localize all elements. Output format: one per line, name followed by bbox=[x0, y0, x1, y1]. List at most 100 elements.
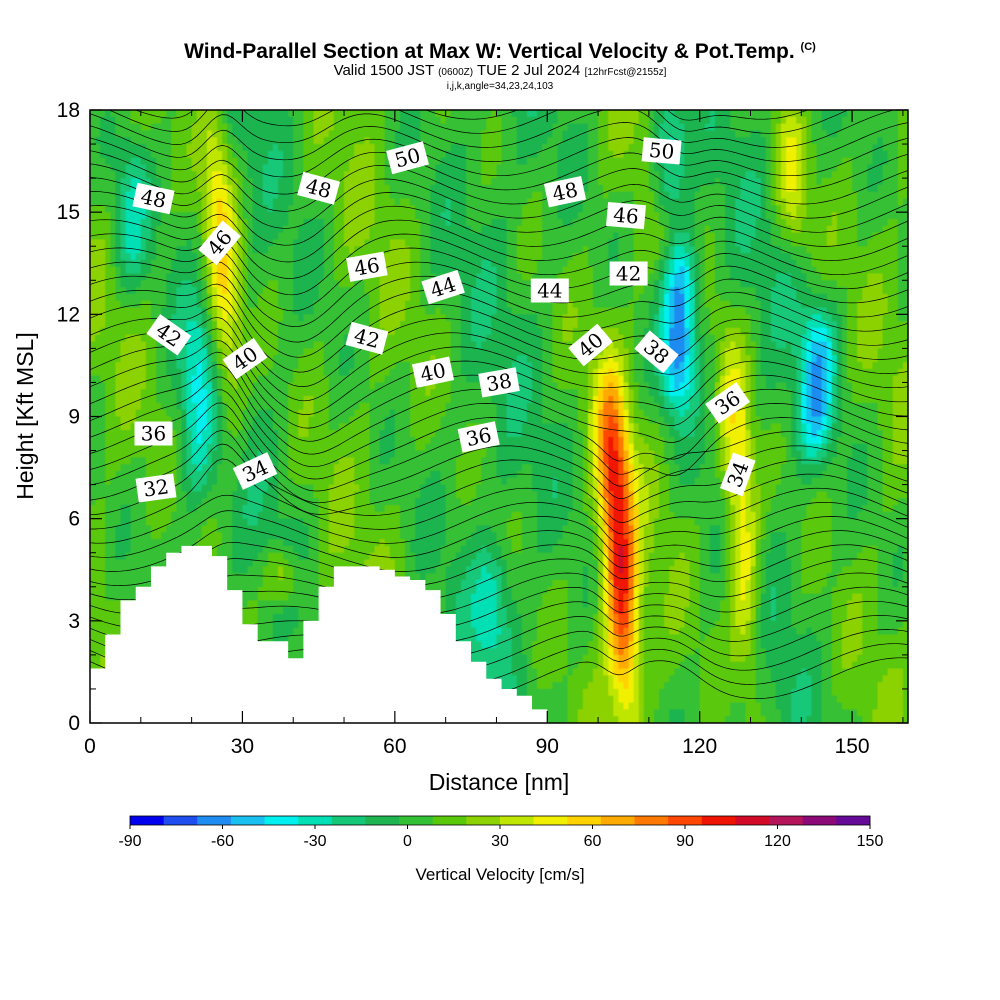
theta-contour-line bbox=[90, 525, 908, 572]
colorbar-swatch bbox=[735, 816, 770, 825]
title-block: Wind-Parallel Section at Max W: Vertical… bbox=[0, 36, 1000, 93]
colorbar-tick-label: 30 bbox=[491, 833, 509, 850]
valid-date: TUE 2 Jul 2024 bbox=[477, 62, 581, 79]
theta-label-text: 46 bbox=[352, 253, 381, 281]
colorbar-title: Vertical Velocity [cm/s] bbox=[415, 865, 584, 884]
y-tick-label: 3 bbox=[68, 610, 80, 633]
theta-contour-line bbox=[90, 261, 908, 327]
colorbar-tick-label: -30 bbox=[303, 833, 326, 850]
valid-time: Valid 1500 JST (0600Z) TUE 2 Jul 2024 [1… bbox=[333, 62, 667, 79]
colorbar-swatch bbox=[163, 816, 198, 825]
theta-label: 46 bbox=[346, 251, 388, 282]
colorbar-swatch bbox=[769, 816, 804, 825]
colorbar-tick-label: -90 bbox=[118, 833, 141, 850]
theta-label-text: 50 bbox=[648, 138, 675, 164]
colorbar-swatch bbox=[130, 816, 165, 825]
colorbar-tick-label: 150 bbox=[857, 833, 884, 850]
theta-label-text: 32 bbox=[142, 474, 171, 501]
x-tick-label: 90 bbox=[536, 735, 559, 758]
theta-contour-line bbox=[90, 305, 908, 387]
colorbar-swatch bbox=[331, 816, 366, 825]
theta-label: 44 bbox=[530, 278, 569, 303]
colorbar-swatch bbox=[298, 816, 333, 825]
theta-contour-line bbox=[90, 443, 908, 523]
theta-contour-line bbox=[90, 272, 908, 343]
theta-label: 48 bbox=[543, 176, 587, 208]
colorbar-tick-label: 60 bbox=[584, 833, 602, 850]
y-tick-label: 6 bbox=[68, 508, 80, 531]
theta-label-text: 48 bbox=[139, 184, 169, 213]
colorbar-tick-label: 120 bbox=[764, 833, 791, 850]
theta-label-text: 46 bbox=[612, 203, 639, 229]
colorbar-swatch bbox=[432, 816, 467, 825]
theta-label: 42 bbox=[345, 321, 389, 355]
theta-label: 36 bbox=[457, 421, 500, 453]
theta-contour-line bbox=[90, 283, 908, 358]
colorbar: -90 -60 -30 0 30 60 90 120 150 bbox=[118, 815, 884, 850]
theta-contour-line bbox=[90, 430, 908, 515]
theta-label-text: 36 bbox=[141, 422, 166, 446]
colorbar-swatch bbox=[836, 816, 871, 825]
theta-contour-line bbox=[90, 339, 908, 429]
theta-contour-line bbox=[90, 316, 908, 402]
colorbar-swatch bbox=[533, 816, 568, 825]
theta-contour-line bbox=[90, 247, 908, 312]
theta-label: 48 bbox=[132, 182, 175, 215]
theta-contour-line bbox=[90, 137, 908, 178]
forecast-info: [12hrFcst@2155z] bbox=[584, 67, 667, 78]
x-tick-label: 120 bbox=[682, 735, 717, 758]
x-tick-label: 0 bbox=[84, 735, 96, 758]
theta-label: 38 bbox=[478, 367, 520, 398]
theta-contour-line bbox=[90, 163, 908, 212]
theta-label-text: 42 bbox=[616, 262, 641, 286]
colorbar-swatch bbox=[399, 816, 434, 825]
theta-label-text: 48 bbox=[550, 177, 580, 206]
theta-contour-line bbox=[90, 177, 908, 229]
x-tick-label: 60 bbox=[383, 735, 406, 758]
colorbar-swatch bbox=[634, 816, 669, 825]
colorbar-tick-label: 0 bbox=[403, 833, 412, 850]
theta-contour-line bbox=[134, 110, 809, 121]
theta-contour-line bbox=[90, 328, 908, 415]
theta-label: 50 bbox=[386, 141, 429, 175]
colorbar-swatch bbox=[600, 816, 635, 825]
y-tick-label: 12 bbox=[57, 303, 80, 326]
x-tick-label: 150 bbox=[835, 735, 870, 758]
copyright-mark: (C) bbox=[800, 41, 816, 53]
theta-contour-line bbox=[90, 389, 908, 480]
terrain-shape bbox=[90, 545, 564, 723]
colorbar-swatch bbox=[264, 816, 299, 825]
theta-contour-line bbox=[90, 294, 908, 373]
y-tick-label: 18 bbox=[57, 99, 80, 122]
theta-contour-line bbox=[90, 205, 908, 263]
x-axis-title: Distance [nm] bbox=[429, 769, 570, 795]
theta-label: 40 bbox=[411, 356, 455, 388]
y-tick-label: 9 bbox=[68, 406, 80, 429]
theta-contour-line bbox=[90, 402, 908, 492]
theta-contour-line bbox=[90, 541, 908, 586]
theta-contour-line bbox=[108, 110, 849, 134]
colorbar-swatch bbox=[668, 816, 703, 825]
y-tick-label: 15 bbox=[57, 201, 80, 224]
colorbar-tick-label: 90 bbox=[676, 833, 694, 850]
theta-label: 42 bbox=[609, 261, 648, 286]
colorbar-swatch bbox=[365, 816, 400, 825]
theta-label: 36 bbox=[134, 421, 173, 446]
theta-label-text: 36 bbox=[464, 423, 494, 452]
theta-contour-line bbox=[90, 494, 908, 546]
theta-contour-line bbox=[90, 510, 908, 558]
theta-label-text: 40 bbox=[418, 358, 448, 387]
terrain-mask bbox=[90, 545, 564, 723]
theta-contour-line bbox=[90, 110, 896, 148]
colorbar-swatch bbox=[701, 816, 736, 825]
theta-contour-line bbox=[90, 376, 908, 468]
valid-utc: (0600Z) bbox=[438, 67, 474, 78]
theta-label: 32 bbox=[135, 473, 177, 503]
theta-contour-line bbox=[90, 191, 908, 246]
theta-label: 46 bbox=[606, 201, 646, 230]
theta-label-text: 38 bbox=[484, 368, 513, 396]
colorbar-swatch bbox=[197, 816, 232, 825]
colorbar-swatch bbox=[230, 816, 265, 825]
y-tick-label: 0 bbox=[68, 712, 80, 735]
